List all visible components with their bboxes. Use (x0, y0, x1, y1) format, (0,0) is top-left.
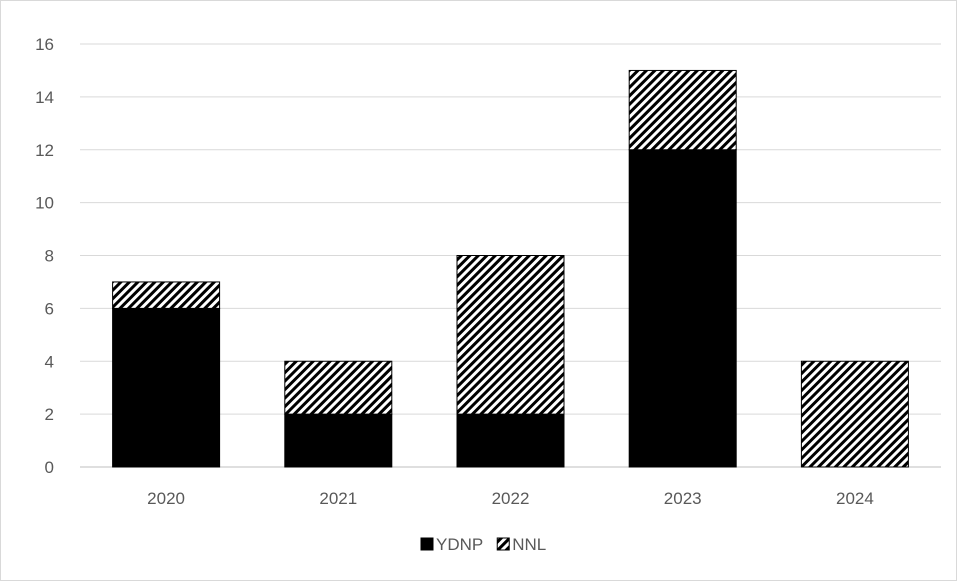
y-axis: 0 2 4 6 8 10 12 14 16 (35, 35, 54, 477)
y-tick-label: 4 (45, 352, 54, 371)
legend: YDNP NNL (420, 535, 546, 554)
y-tick-label: 10 (35, 194, 54, 213)
legend-swatch-nnl (496, 537, 510, 551)
x-tick-label: 2021 (319, 489, 357, 508)
bar-nnl-2020 (112, 281, 221, 309)
y-tick-label: 14 (35, 88, 54, 107)
bar-ydnp-2020 (112, 307, 221, 468)
legend-swatch-ydnp (420, 537, 434, 551)
x-tick-label: 2024 (836, 489, 874, 508)
bar-nnl-2021 (284, 360, 393, 415)
bar-nnl-2023 (628, 69, 737, 151)
bar-ydnp-2022 (456, 413, 565, 468)
y-tick-label: 2 (45, 405, 54, 424)
bars (112, 69, 909, 468)
bar-nnl-2024 (800, 360, 909, 468)
legend-label-nnl: NNL (512, 535, 546, 554)
bar-ydnp-2021 (284, 413, 393, 468)
bar-nnl-2022 (456, 255, 565, 415)
x-tick-label: 2022 (492, 489, 530, 508)
legend-label-ydnp: YDNP (436, 535, 483, 554)
y-tick-label: 0 (45, 458, 54, 477)
x-axis: 2020 2021 2022 2023 2024 (147, 489, 874, 508)
y-tick-label: 8 (45, 247, 54, 266)
x-tick-label: 2020 (147, 489, 185, 508)
y-tick-label: 6 (45, 299, 54, 318)
x-tick-label: 2023 (664, 489, 702, 508)
y-tick-label: 16 (35, 35, 54, 54)
y-tick-label: 12 (35, 141, 54, 160)
bar-ydnp-2023 (628, 149, 737, 468)
